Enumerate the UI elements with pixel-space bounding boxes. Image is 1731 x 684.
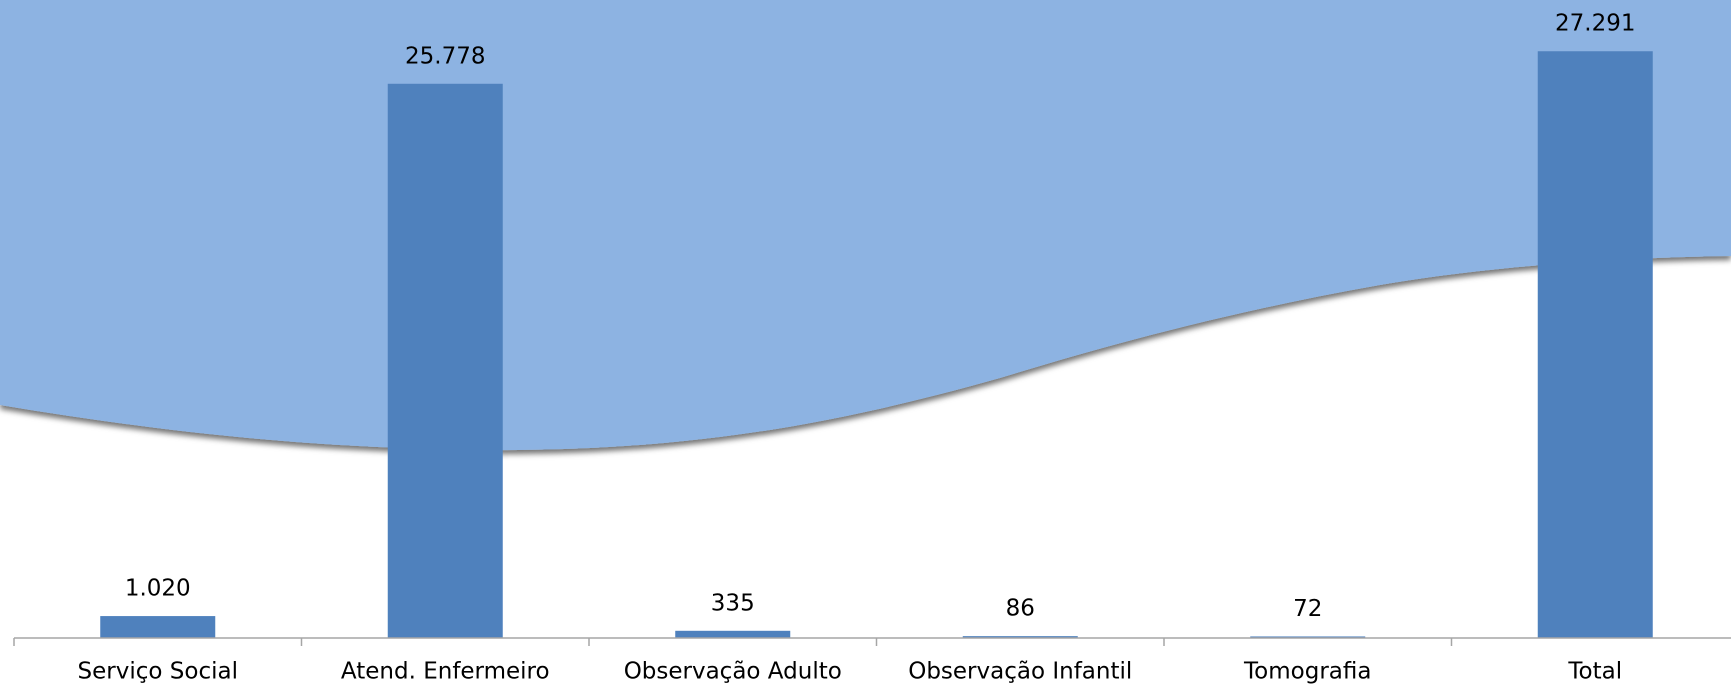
bar — [100, 616, 216, 638]
bar — [1250, 636, 1366, 638]
bar — [675, 630, 791, 638]
value-label: 27.291 — [1555, 11, 1635, 37]
bar — [1537, 51, 1653, 638]
value-label: 335 — [711, 590, 755, 616]
plot-area: 1.020 Serviço Social 25.778 Atend. Enfermei… — [13, 11, 1731, 684]
x-tick-label: Total — [1567, 659, 1622, 684]
x-tick-label: Tomografia — [1243, 659, 1371, 684]
x-tick-label: Atend. Enfermeiro — [341, 659, 550, 684]
x-tick-label: Observação Infantil — [908, 659, 1132, 684]
value-label: 72 — [1293, 596, 1322, 622]
value-label: 86 — [1006, 596, 1035, 622]
x-tick-label: Serviço Social — [78, 659, 238, 684]
bar — [962, 636, 1078, 638]
bar — [387, 83, 503, 638]
x-tick-label: Observação Adulto — [624, 659, 842, 684]
value-label: 1.020 — [125, 576, 191, 602]
value-label: 25.778 — [405, 43, 485, 69]
background-wave — [0, 0, 1731, 451]
